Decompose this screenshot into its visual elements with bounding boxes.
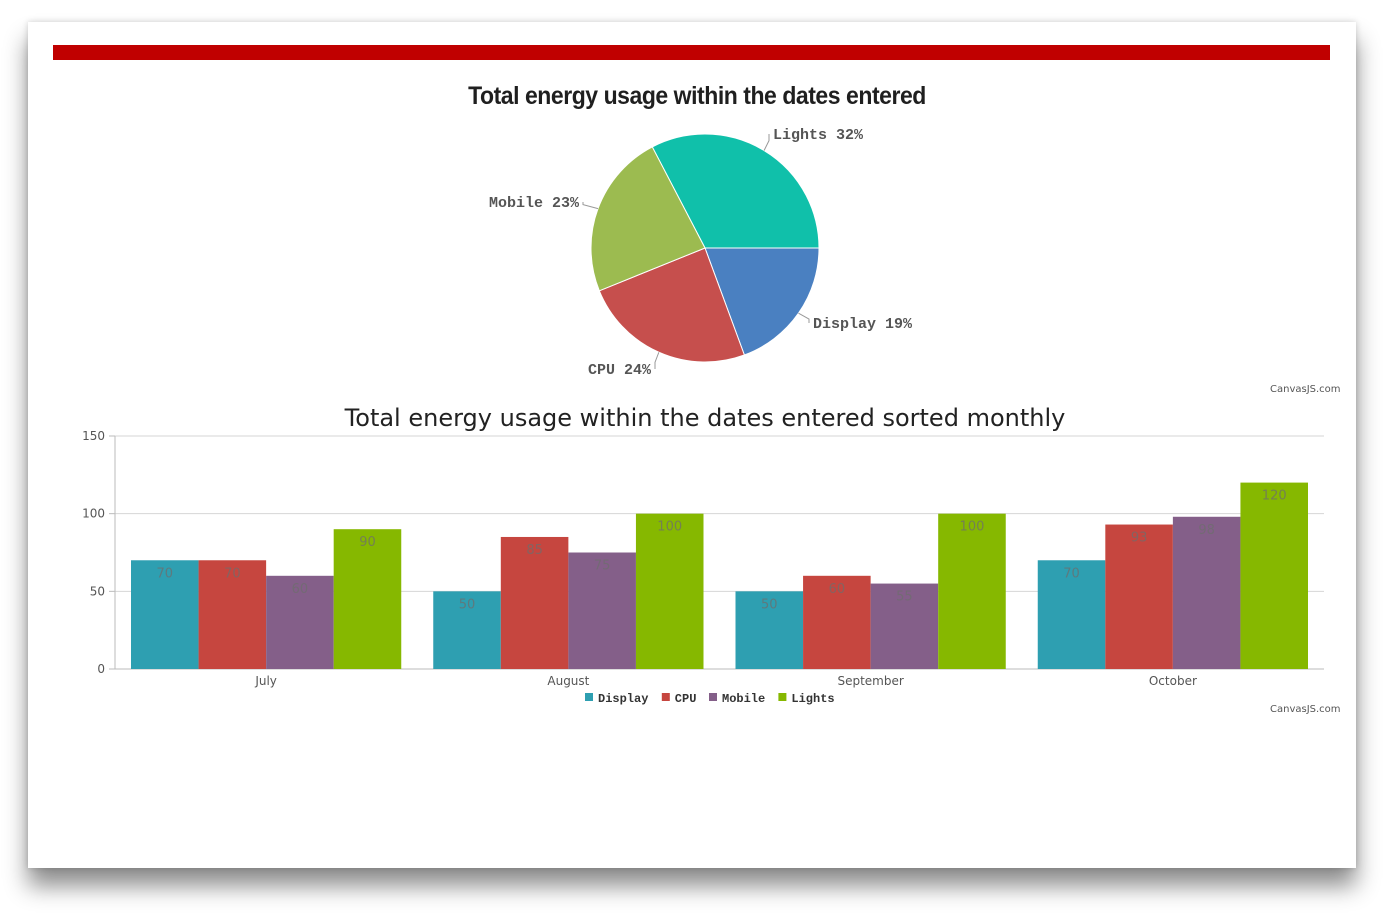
bar-value-label: 75 (594, 559, 611, 574)
y-tick-label: 100 (82, 507, 105, 521)
bar-value-label: 100 (960, 520, 985, 535)
pie-slice-lights[interactable] (651, 133, 820, 249)
bar-value-label: 93 (1131, 531, 1148, 546)
bar-lights-october[interactable] (1240, 482, 1308, 669)
bar-value-label: 50 (459, 597, 476, 612)
bar-lights-august[interactable] (635, 513, 704, 669)
bar-value-label: 100 (657, 520, 682, 535)
x-tick-label: September (837, 674, 903, 688)
bar-cpu-september[interactable] (803, 575, 871, 669)
bar-value-label: 70 (224, 566, 241, 581)
bar-mobile-september[interactable] (870, 583, 939, 669)
pie-leader-display (798, 312, 810, 323)
bar-mobile-july[interactable] (266, 575, 334, 669)
pie-label-cpu: CPU 24% (588, 362, 652, 379)
legend-label-display[interactable]: Display (598, 692, 648, 706)
bar-cpu-october[interactable] (1105, 524, 1173, 669)
pie-leader-cpu (654, 352, 660, 369)
pie-chart-credit[interactable]: CanvasJS.com (1270, 384, 1341, 395)
legend-label-lights[interactable]: Lights (791, 692, 834, 706)
legend-label-cpu[interactable]: CPU (675, 692, 697, 706)
bar-lights-july[interactable] (333, 529, 402, 669)
pie-label-lights: Lights 32% (773, 127, 864, 144)
legend-swatch-display[interactable] (585, 693, 593, 701)
bar-cpu-august[interactable] (500, 536, 569, 669)
bar-chart: 0 50 100 150 70 70 60 90 July 50 85 75 100 August 50 60… (82, 429, 1324, 706)
pie-chart-title: Total energy usage within the dates ente… (468, 82, 926, 110)
bar-lights-september[interactable] (938, 513, 1006, 669)
bar-mobile-october[interactable] (1172, 516, 1241, 669)
y-tick-label: 50 (90, 584, 105, 598)
bar-chart-title: Total energy usage within the dates ente… (344, 404, 1066, 432)
pie-label-display: Display 19% (813, 316, 913, 333)
x-tick-label: October (1149, 674, 1197, 688)
y-tick-label: 0 (97, 662, 105, 676)
bar-value-label: 50 (761, 597, 778, 612)
pie-slice-mobile[interactable] (590, 146, 706, 292)
legend-swatch-cpu[interactable] (661, 693, 670, 701)
legend-label-mobile[interactable]: Mobile (722, 692, 765, 706)
bar-value-label: 85 (526, 543, 543, 558)
bar-display-august[interactable] (433, 591, 501, 669)
header-bar (53, 45, 1330, 60)
bar-chart-credit[interactable]: CanvasJS.com (1270, 704, 1341, 715)
legend-swatch-lights[interactable] (778, 693, 787, 701)
pie-label-mobile: Mobile 23% (489, 195, 580, 212)
bar-value-label: 120 (1262, 489, 1287, 504)
pie-chart: Lights 32% Display 19% CPU 24% Mobile 23% (489, 127, 913, 379)
bar-display-october[interactable] (1037, 560, 1106, 669)
bar-value-label: 70 (157, 566, 174, 581)
bar-value-label: 90 (359, 535, 376, 550)
bar-display-september[interactable] (735, 591, 804, 669)
bar-value-label: 98 (1198, 523, 1215, 538)
bar-mobile-august[interactable] (568, 552, 636, 670)
legend-swatch-mobile[interactable] (709, 693, 717, 701)
pie-leader-lights (763, 134, 770, 151)
bar-value-label: 70 (1063, 566, 1080, 581)
bar-display-july[interactable] (131, 560, 199, 669)
bar-cpu-july[interactable] (198, 560, 267, 669)
x-tick-label: July (254, 674, 277, 688)
pie-slice-display[interactable] (704, 247, 820, 356)
x-tick-label: August (547, 674, 589, 688)
pie-leader-mobile (582, 202, 599, 210)
bar-value-label: 60 (829, 582, 846, 597)
y-tick-label: 150 (82, 429, 105, 443)
bar-value-label: 55 (896, 590, 913, 605)
bar-value-label: 60 (292, 582, 309, 597)
